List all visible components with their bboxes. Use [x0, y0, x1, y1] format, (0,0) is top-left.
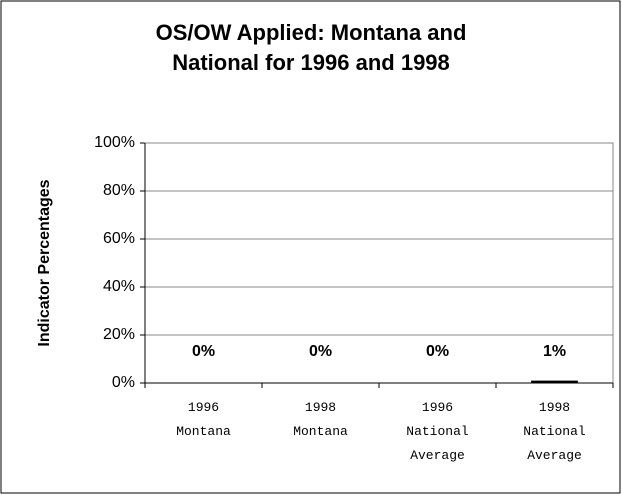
x-tick-label: 1998 Montana	[293, 400, 348, 439]
data-label: 1%	[542, 343, 567, 360]
data-label: 0%	[191, 343, 216, 360]
data-label: 0%	[425, 343, 450, 360]
x-tick-label: 1998 National Average	[523, 400, 586, 463]
y-tick-label: 80%	[102, 182, 135, 199]
bar	[531, 380, 578, 383]
y-tick-label: 0%	[111, 374, 135, 391]
y-tick-label: 40%	[102, 278, 135, 295]
y-tick-label: 20%	[102, 326, 135, 343]
chart-title: OS/OW Applied: Montana and National for …	[155, 20, 467, 75]
data-label: 0%	[308, 343, 333, 360]
y-tick-label: 100%	[94, 134, 135, 151]
x-tick-label: 1996 National Average	[406, 400, 469, 463]
y-tick-label: 60%	[102, 230, 135, 247]
x-tick-label: 1996 Montana	[176, 400, 231, 439]
y-axis-label: Indicator Percentages	[36, 179, 53, 347]
